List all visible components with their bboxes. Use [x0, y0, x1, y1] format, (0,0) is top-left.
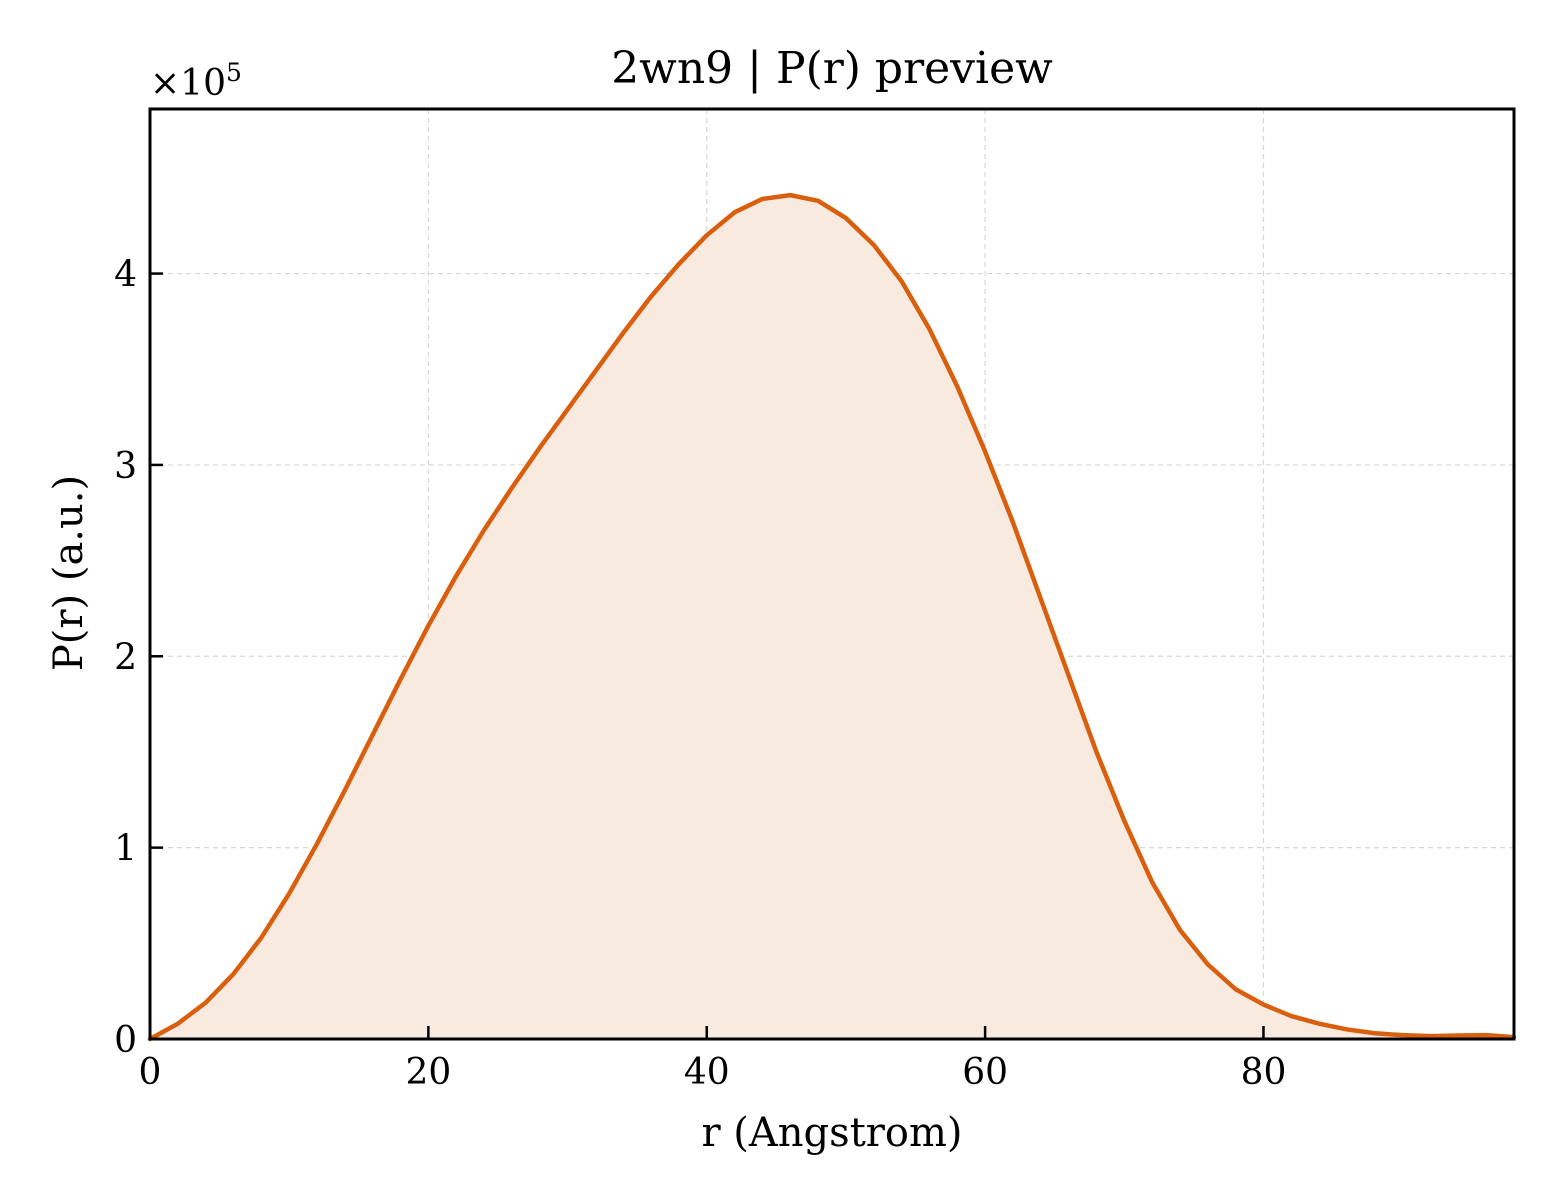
x-tick-label: 80	[1241, 1052, 1287, 1093]
tick-labels: 0 20 40 60 80 0 1 2 3 4	[114, 255, 1286, 1093]
y-axis-multiplier: ×105	[150, 58, 242, 104]
series-area-fill	[150, 195, 1514, 1040]
x-tick-label: 0	[139, 1052, 162, 1093]
plot-frame	[148, 107, 1516, 1041]
series-line	[147, 192, 1517, 1042]
y-tick-label: 3	[114, 446, 137, 487]
y-axis-multiplier-exponent: 5	[226, 58, 242, 87]
x-axis-label: r (Angstrom)	[701, 1110, 962, 1156]
y-tick-label: 1	[114, 829, 137, 870]
y-tick-label: 2	[114, 637, 137, 678]
x-tick-label: 60	[962, 1052, 1008, 1093]
x-tick-label: 40	[684, 1052, 730, 1093]
y-axis-multiplier-base: ×10	[150, 63, 226, 104]
y-tick-label: 0	[114, 1020, 137, 1061]
chart-title: 2wn9 | P(r) preview	[611, 43, 1053, 94]
x-tick-label: 20	[405, 1052, 451, 1093]
y-tick-label: 4	[114, 255, 137, 296]
y-axis-label: P(r) (a.u.)	[46, 475, 92, 671]
